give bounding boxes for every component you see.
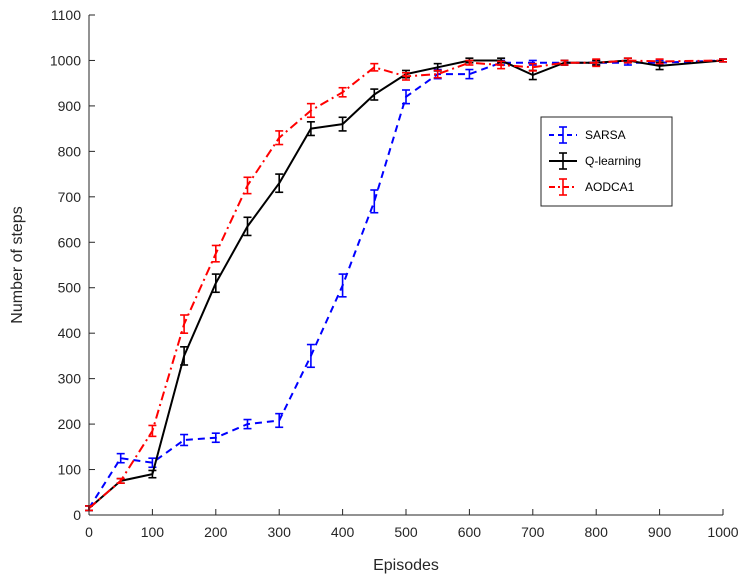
legend-label: SARSA <box>585 128 626 142</box>
y-tick-label: 1100 <box>51 7 81 23</box>
x-tick-label: 500 <box>394 524 418 540</box>
x-tick-label: 1000 <box>707 524 738 540</box>
y-tick-label: 900 <box>58 98 82 114</box>
x-tick-label: 200 <box>204 524 228 540</box>
x-tick-label: 400 <box>331 524 355 540</box>
y-tick-label: 0 <box>73 507 81 523</box>
y-tick-label: 200 <box>58 416 82 432</box>
x-tick-label: 900 <box>648 524 672 540</box>
legend-label: Q-learning <box>585 154 641 168</box>
x-axis-label: Episodes <box>373 557 439 574</box>
x-tick-label: 700 <box>521 524 545 540</box>
legend: SARSA Q-learning AODCA1 <box>541 117 672 206</box>
y-tick-label: 1000 <box>50 52 81 68</box>
x-tick-label: 0 <box>85 524 93 540</box>
y-tick-label: 300 <box>58 371 82 387</box>
y-tick-label: 100 <box>58 462 82 478</box>
legend-item: Q-learning <box>549 153 641 169</box>
x-tick-label: 100 <box>141 524 165 540</box>
y-tick-label: 400 <box>58 325 82 341</box>
y-tick-label: 700 <box>58 189 82 205</box>
legend-label: AODCA1 <box>585 180 635 194</box>
x-tick-label: 300 <box>268 524 292 540</box>
y-axis-label: Number of steps <box>9 206 26 323</box>
x-tick-label: 600 <box>458 524 482 540</box>
x-tick-label: 800 <box>585 524 609 540</box>
y-tick-label: 600 <box>58 234 82 250</box>
y-tick-label: 500 <box>58 280 82 296</box>
y-tick-label: 800 <box>58 143 82 159</box>
